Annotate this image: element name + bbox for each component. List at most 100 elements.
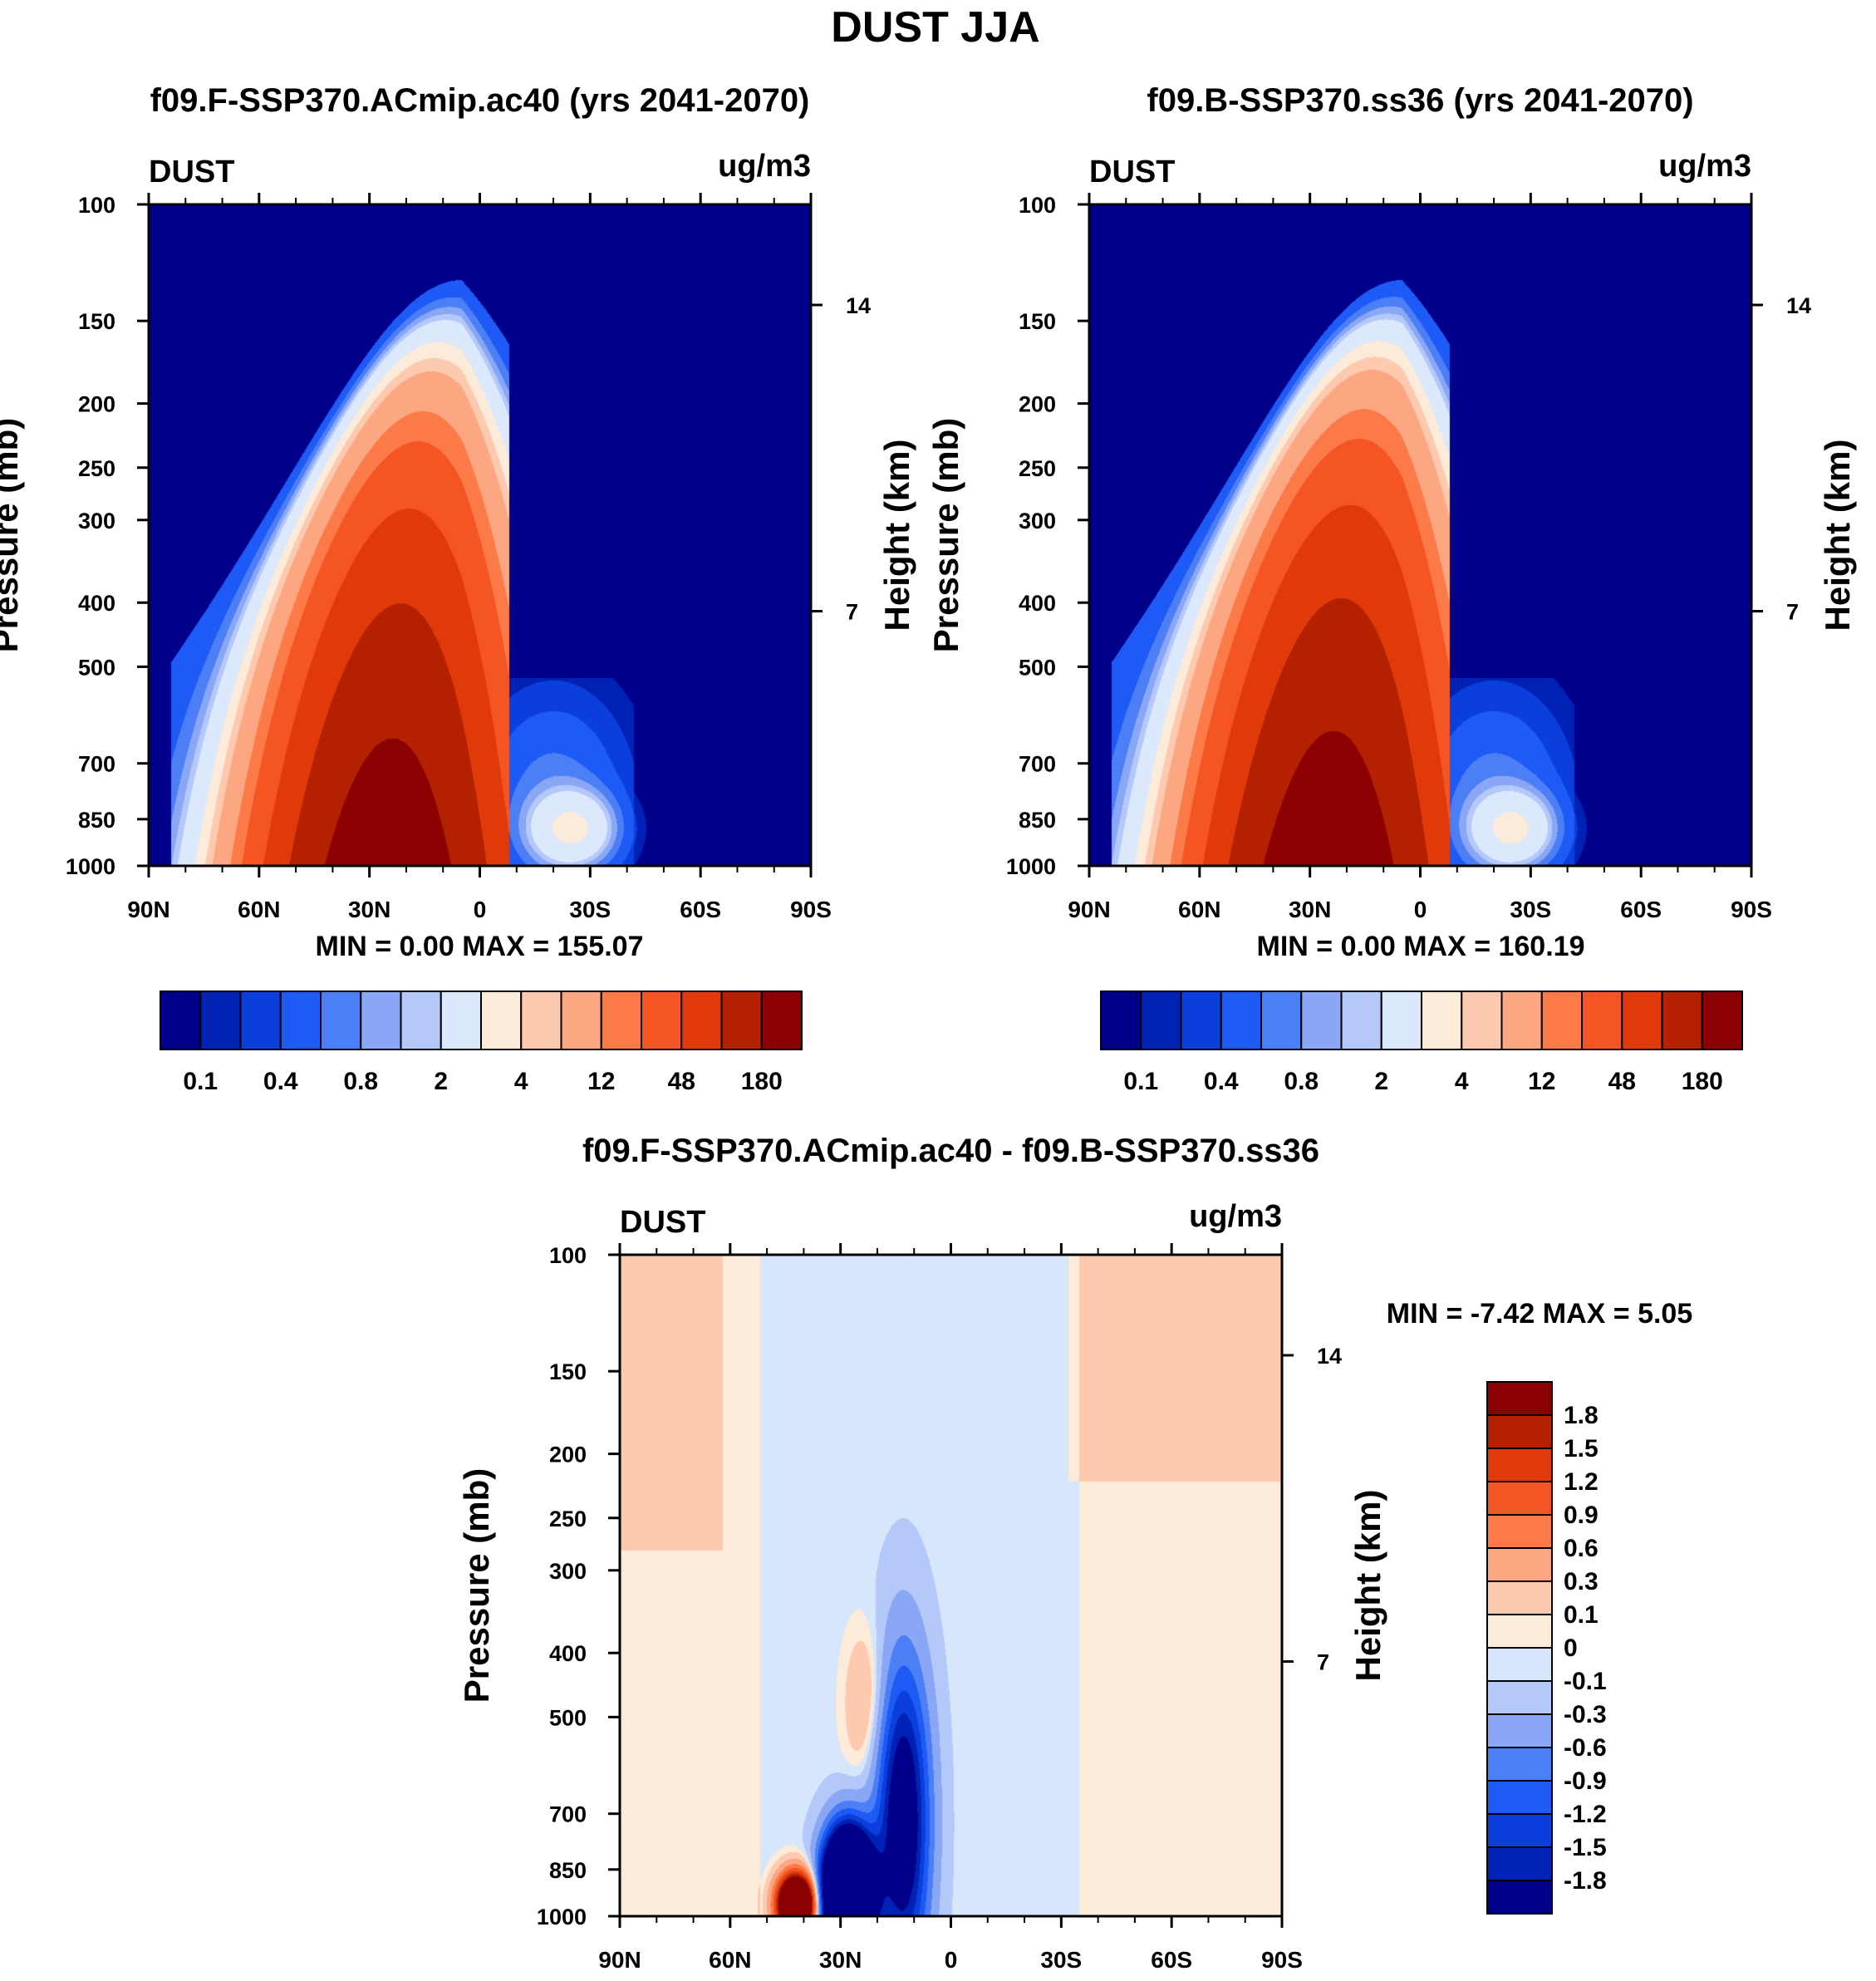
colorbar-label: -1.2	[1564, 1801, 1607, 1828]
colorbar-box	[1486, 1547, 1553, 1582]
colorbar-label: 0	[1564, 1634, 1578, 1662]
colorbar-label: 2	[434, 1068, 448, 1095]
colorbar-box	[720, 990, 763, 1050]
heatmap-field	[620, 1255, 1282, 1916]
colorbar-label: 0.4	[1204, 1068, 1239, 1095]
colorbar-box	[1540, 990, 1583, 1050]
colorbar-label: 0.1	[183, 1068, 218, 1095]
colorbar-label: -0.6	[1564, 1734, 1607, 1762]
y-tick-label: 150	[78, 309, 115, 334]
y-tick-label: 850	[78, 808, 115, 833]
colorbar-box	[1100, 990, 1142, 1050]
colorbar-box	[1220, 990, 1262, 1050]
colorbar-box	[1500, 990, 1543, 1050]
colorbar-label: 0.8	[1284, 1068, 1319, 1095]
y-tick-label: 1000	[537, 1905, 587, 1929]
colorbar-box	[1421, 990, 1463, 1050]
colorbar-box	[320, 990, 362, 1050]
y-tick-label: 250	[549, 1507, 587, 1531]
figure-title: DUST JJA	[831, 3, 1039, 52]
colorbar-box	[1486, 1514, 1553, 1549]
colorbar-label: 1.8	[1564, 1402, 1599, 1429]
y-axis-label-right: Height (km)	[1818, 440, 1857, 632]
colorbar-label: 4	[1455, 1068, 1469, 1095]
colorbar-box	[1486, 1813, 1553, 1848]
x-tick-label: 90S	[1731, 897, 1772, 922]
colorbar-label: -0.1	[1564, 1668, 1607, 1695]
colorbar-label: 1.5	[1564, 1435, 1599, 1462]
colorbar-box	[760, 990, 803, 1050]
y-tick-label: 400	[549, 1641, 587, 1666]
x-tick-label: 60N	[1178, 897, 1220, 922]
y-tick-label: 700	[78, 752, 115, 777]
colorbar-box	[1180, 990, 1222, 1050]
panel-title: f09.F-SSP370.ACmip.ac40 (yrs 2041-2070)	[150, 82, 810, 119]
colorbar-box	[440, 990, 482, 1050]
y-tick-label: 200	[549, 1443, 587, 1467]
heatmap-field	[149, 204, 811, 866]
colorbar-box	[560, 990, 602, 1050]
y-axis-label-right: Height (km)	[877, 440, 916, 632]
y-tick-label: 400	[1019, 591, 1056, 616]
colorbar-box	[199, 990, 242, 1050]
y-tick-label: 700	[1019, 752, 1056, 777]
y-tick-label: 850	[549, 1858, 587, 1883]
height-tick-label: 7	[846, 600, 858, 625]
colorbar-label: 4	[514, 1068, 528, 1095]
y-tick-label: 500	[78, 655, 115, 680]
y-tick-label: 100	[78, 193, 115, 218]
colorbar-label: 180	[1682, 1068, 1723, 1095]
y-tick-label: 150	[549, 1359, 587, 1384]
x-tick-label: 90S	[1261, 1947, 1303, 1973]
heatmap-field	[1089, 204, 1751, 866]
colorbar-box	[680, 990, 723, 1050]
colorbar-label: 180	[741, 1068, 783, 1095]
y-tick-label: 500	[1019, 655, 1056, 680]
y-tick-label: 300	[78, 509, 115, 533]
colorbar-box	[360, 990, 402, 1050]
height-tick-label: 14	[846, 293, 871, 318]
x-tick-label: 90S	[790, 897, 832, 922]
min-max-text: MIN = 0.00 MAX = 155.07	[316, 931, 644, 962]
colorbar-label: -0.3	[1564, 1701, 1607, 1728]
colorbar-label: 12	[587, 1068, 615, 1095]
colorbar-box	[239, 990, 282, 1050]
y-tick-label: 100	[549, 1243, 587, 1268]
colorbar-label: 48	[1608, 1068, 1636, 1095]
y-tick-label: 200	[1019, 392, 1056, 417]
colorbar-label: 0.1	[1123, 1068, 1158, 1095]
units-label: ug/m3	[1189, 1199, 1282, 1234]
colorbar-label: 2	[1374, 1068, 1388, 1095]
x-tick-label: 90N	[598, 1947, 641, 1973]
y-tick-label: 200	[78, 392, 115, 417]
colorbar-box	[1486, 1647, 1553, 1682]
y-tick-label: 700	[549, 1802, 587, 1827]
colorbar-box	[1300, 990, 1343, 1050]
y-axis-label: Pressure (mb)	[457, 1468, 496, 1703]
colorbar-box	[641, 990, 683, 1050]
x-tick-label: 30N	[1289, 897, 1331, 922]
x-tick-label: 60S	[680, 897, 721, 922]
colorbar-label: 48	[668, 1068, 695, 1095]
y-tick-label: 150	[1019, 309, 1056, 334]
colorbar-box	[1621, 990, 1663, 1050]
colorbar-box	[1486, 1780, 1553, 1815]
x-tick-label: 30S	[1510, 897, 1551, 922]
y-tick-label: 400	[78, 591, 115, 616]
colorbar-box	[520, 990, 562, 1050]
y-tick-label: 100	[1019, 193, 1056, 218]
colorbar-label: -1.8	[1564, 1867, 1607, 1895]
x-tick-label: 30S	[1040, 1947, 1082, 1973]
x-tick-label: 60S	[1151, 1947, 1192, 1973]
colorbar-label: 1.2	[1564, 1468, 1599, 1496]
variable-label: DUST	[1089, 155, 1175, 189]
x-tick-label: 30N	[348, 897, 390, 922]
colorbar-box	[1260, 990, 1303, 1050]
y-tick-label: 300	[549, 1559, 587, 1584]
panel-title: f09.F-SSP370.ACmip.ac40 - f09.B-SSP370.s…	[582, 1133, 1319, 1169]
y-tick-label: 1000	[66, 854, 115, 879]
y-axis-label-right: Height (km)	[1348, 1490, 1387, 1682]
colorbar-box	[1486, 1580, 1553, 1615]
colorbar-label: 0.3	[1564, 1568, 1599, 1595]
